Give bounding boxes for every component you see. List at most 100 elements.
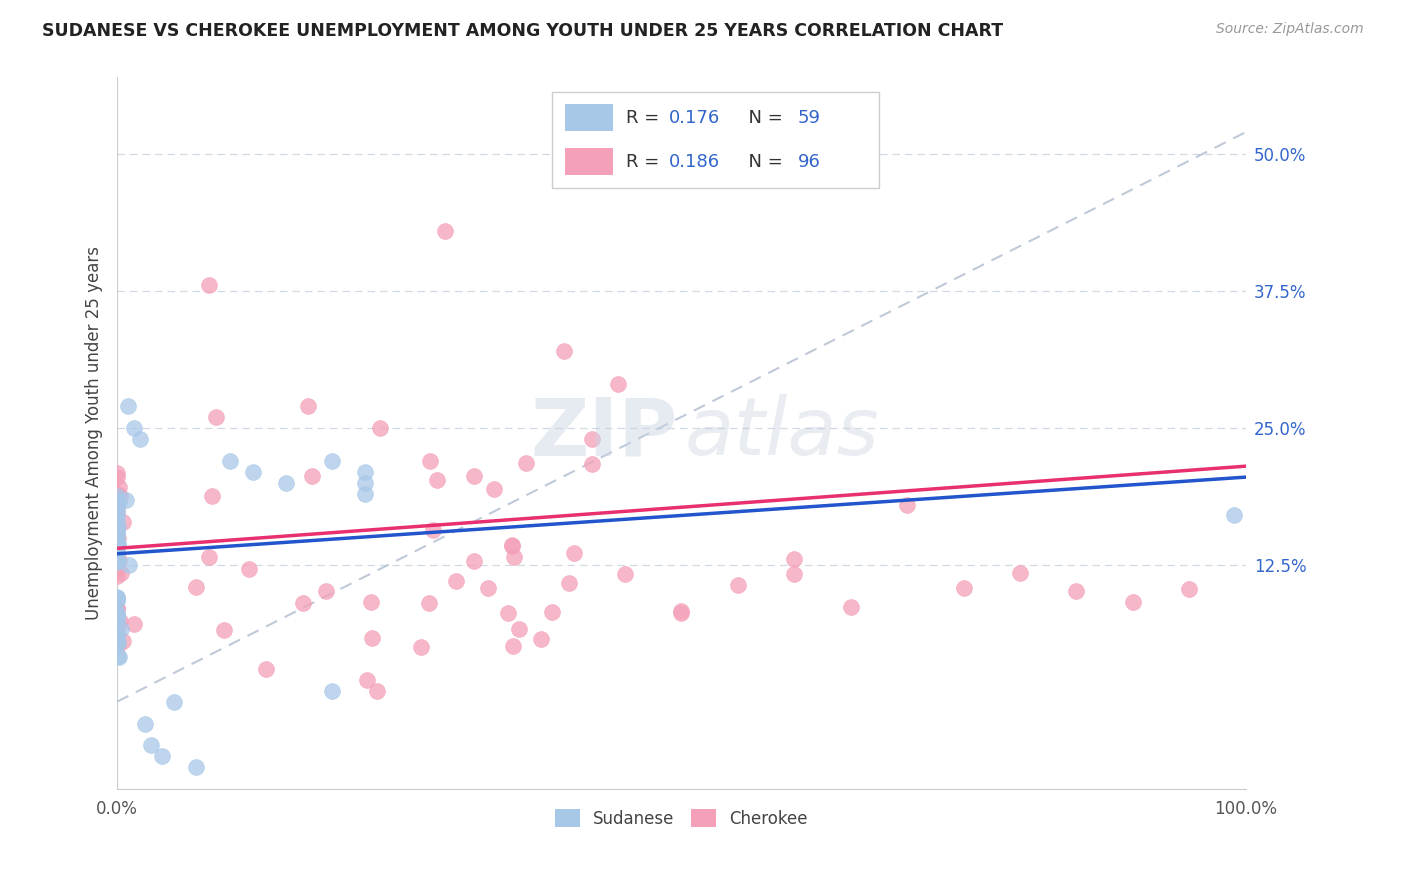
Point [105,608,128,623]
Point [105,623,128,637]
Point [105,467,128,481]
Point [186,760,208,774]
Point [105,611,128,625]
Point [107,489,129,503]
Point [107,561,129,575]
Point [360,595,382,609]
Point [107,649,129,664]
Point [515,456,537,470]
Point [482,483,505,497]
Point [107,493,129,508]
Y-axis label: Unemployment Among Youth under 25 years: Unemployment Among Youth under 25 years [86,246,103,620]
Point [501,537,523,551]
Point [108,480,131,494]
Point [557,576,579,591]
Point [614,567,637,582]
Point [366,683,388,698]
Point [238,562,260,576]
Point [107,617,129,632]
Point [212,623,235,637]
Point [105,535,128,549]
Point [105,539,128,553]
Point [107,487,129,501]
Point [354,486,377,500]
Point [564,546,586,560]
Point [419,453,441,467]
Point [354,475,377,490]
Point [105,535,128,549]
Point [105,470,128,484]
Point [1223,508,1246,523]
Point [105,506,128,520]
Point [122,421,145,435]
Point [581,458,603,472]
Point [105,591,128,606]
Point [502,639,524,653]
Text: Source: ZipAtlas.com: Source: ZipAtlas.com [1216,22,1364,37]
Point [463,553,485,567]
Point [498,606,520,620]
Point [105,615,128,630]
Point [502,550,524,565]
Point [426,473,449,487]
Text: R =: R = [626,109,665,127]
Point [105,514,128,528]
Point [105,526,128,541]
Point [1066,583,1088,598]
FancyBboxPatch shape [565,104,613,131]
Point [409,640,432,654]
Point [105,631,128,645]
Text: atlas: atlas [685,394,880,473]
Point [105,594,128,608]
Point [108,649,131,664]
Point [105,493,128,508]
Point [107,502,129,516]
Point [541,605,564,619]
Point [839,599,862,614]
Point [150,749,173,764]
Point [1008,566,1031,580]
Point [896,498,918,512]
Point [105,555,128,569]
Point [107,489,129,503]
Point [433,224,456,238]
Point [114,493,136,508]
Point [105,495,128,509]
Point [105,537,128,551]
Point [418,595,440,609]
Point [107,537,129,551]
Point [606,377,628,392]
Text: ZIP: ZIP [531,394,678,473]
Point [117,399,139,413]
Point [105,590,128,604]
Text: N =: N = [737,153,789,171]
Point [107,532,129,546]
Legend: Sudanese, Cherokee: Sudanese, Cherokee [548,803,814,834]
Point [444,574,467,588]
Point [105,553,128,567]
Point [105,634,128,648]
Point [105,633,128,648]
Point [581,432,603,446]
FancyBboxPatch shape [551,92,879,187]
Point [105,534,128,549]
Point [105,521,128,535]
Point [105,544,128,558]
Point [108,553,131,567]
Point [477,582,499,596]
Point [105,624,128,639]
Point [162,695,184,709]
Point [105,602,128,616]
Point [422,523,444,537]
Point [105,551,128,566]
Point [108,490,131,504]
Text: SUDANESE VS CHEROKEE UNEMPLOYMENT AMONG YOUTH UNDER 25 YEARS CORRELATION CHART: SUDANESE VS CHEROKEE UNEMPLOYMENT AMONG … [42,22,1004,40]
Point [671,604,693,618]
Text: 0.186: 0.186 [669,153,720,171]
Point [242,465,264,479]
Point [1122,595,1144,609]
Point [361,631,384,645]
Point [291,596,314,610]
FancyBboxPatch shape [565,148,613,176]
Point [501,540,523,554]
